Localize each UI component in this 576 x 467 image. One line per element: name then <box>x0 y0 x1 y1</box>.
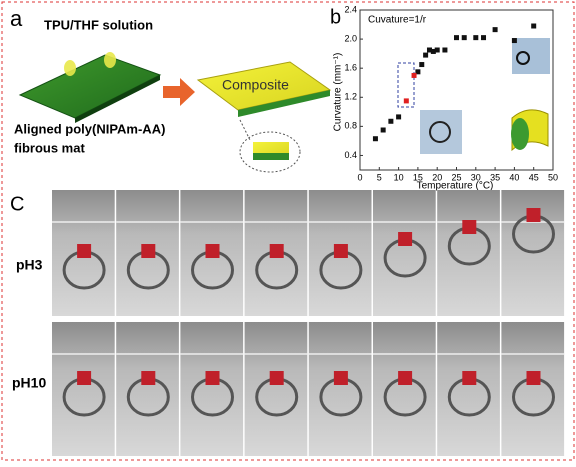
point <box>473 35 479 41</box>
point <box>511 38 517 44</box>
photo <box>244 322 308 456</box>
red-tape <box>141 371 156 385</box>
point <box>442 47 448 53</box>
composite-edge <box>238 90 330 117</box>
photo <box>116 322 179 456</box>
y-tick-label: 2.4 <box>344 4 357 14</box>
red-tape <box>141 244 156 258</box>
magnifier <box>239 131 301 173</box>
point <box>419 62 425 68</box>
droplet <box>64 60 76 76</box>
panel-label: C <box>10 193 24 215</box>
point <box>531 23 537 29</box>
y-axis-label: Curvature (mm⁻¹) <box>333 53 344 132</box>
solution-label: TPU/THF solution <box>44 17 153 32</box>
mat-edge <box>75 75 160 123</box>
mat-label: fibrous mat <box>14 140 85 155</box>
point <box>434 47 440 53</box>
red-tape <box>526 208 541 222</box>
photo <box>437 322 500 456</box>
red-tape <box>462 371 477 385</box>
photo <box>52 322 115 456</box>
y-tick-label: 1.2 <box>344 92 357 102</box>
photo <box>373 190 436 316</box>
red-tape <box>333 244 348 258</box>
point <box>380 127 386 133</box>
y-tick-label: 1.6 <box>344 63 357 73</box>
point <box>415 69 421 75</box>
mat-label: Aligned poly(NIPAm-AA) <box>14 121 165 136</box>
droplet <box>104 52 116 68</box>
roll-end <box>511 118 529 150</box>
point <box>461 35 467 41</box>
photo <box>180 322 244 456</box>
x-tick-label: 50 <box>548 172 558 182</box>
point <box>481 35 487 41</box>
x-tick-label: 30 <box>471 172 481 182</box>
red-tape <box>462 220 477 234</box>
cross-section-base <box>253 153 289 160</box>
red-tape <box>269 244 284 258</box>
point <box>396 114 402 120</box>
inset-ring <box>429 121 451 143</box>
point <box>403 98 409 104</box>
photo <box>308 322 372 456</box>
panel-c: C <box>10 190 565 456</box>
panel-b: b Cuvature=1/r Temperature (°C) Curvatur… <box>330 4 558 191</box>
red-tape <box>77 244 92 258</box>
point <box>388 118 394 124</box>
red-tape <box>205 244 220 258</box>
x-tick-label: 45 <box>529 172 539 182</box>
red-tape <box>398 371 413 385</box>
inset-ring <box>516 51 530 65</box>
point <box>372 136 378 142</box>
y-tick-label: 0.4 <box>344 150 357 160</box>
point <box>430 48 436 54</box>
arrow <box>163 78 195 106</box>
x-tick-label: 35 <box>490 172 500 182</box>
y-tick-label: 0.8 <box>344 121 357 131</box>
photo <box>501 322 565 456</box>
x-tick-label: 10 <box>394 172 404 182</box>
composite-label: Composite <box>222 77 289 93</box>
x-tick-label: 40 <box>509 172 519 182</box>
red-tape <box>526 371 541 385</box>
point <box>426 47 432 53</box>
annotation: Cuvature=1/r <box>368 15 427 26</box>
panel-a: a TPU/THF solution Composite Aligned pol… <box>10 6 332 173</box>
red-tape <box>333 371 348 385</box>
inset-photo <box>420 110 462 154</box>
photo <box>437 190 500 316</box>
zoom-line <box>239 119 251 141</box>
photo <box>373 322 436 456</box>
red-tape <box>398 232 413 246</box>
x-tick-label: 25 <box>451 172 461 182</box>
x-axis-label: Temperature (°C) <box>417 181 494 192</box>
highlight-box <box>397 62 415 108</box>
x-tick-label: 15 <box>413 172 423 182</box>
panel-label: b <box>330 6 341 28</box>
y-tick-label: 2.0 <box>344 33 357 43</box>
point <box>411 72 417 78</box>
x-tick-label: 20 <box>432 172 442 182</box>
row-label: pH3 <box>16 257 43 273</box>
point <box>454 35 459 41</box>
x-tick-label: 0 <box>357 172 362 182</box>
panel-label: a <box>10 6 23 31</box>
red-tape <box>269 371 284 385</box>
red-tape <box>77 371 92 385</box>
x-tick-label: 5 <box>377 172 382 182</box>
row-label: pH10 <box>12 375 46 391</box>
point <box>423 52 429 58</box>
red-tape <box>205 371 220 385</box>
point <box>492 27 498 33</box>
